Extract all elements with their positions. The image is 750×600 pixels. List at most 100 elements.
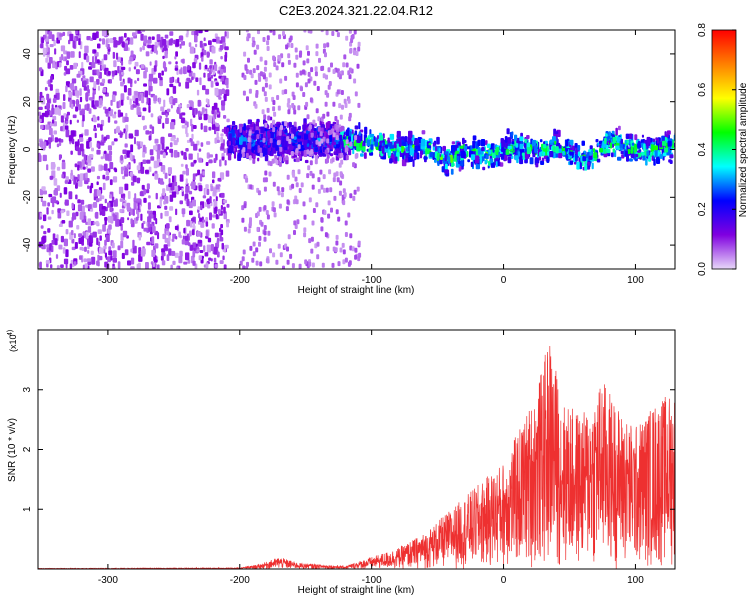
spectrogram-cell [109, 38, 114, 44]
spectrogram-cell [148, 36, 152, 41]
spectrogram-cell [475, 163, 480, 170]
spectrogram-cell [217, 208, 221, 215]
spectrogram-cell [302, 201, 306, 207]
spectrogram-cell [182, 58, 185, 64]
spectrogram-cell [241, 152, 245, 158]
spectrogram-cell [340, 90, 344, 95]
spectrogram-cell [185, 185, 190, 193]
spectrogram-cell [279, 78, 283, 84]
spectrogram-cell [326, 153, 330, 159]
spectrogram-cell [534, 145, 538, 153]
spectrogram-cell [352, 162, 356, 168]
spectrogram-cell [378, 145, 382, 152]
spectrogram-cell [599, 148, 604, 153]
spectrogram-cell [569, 139, 574, 145]
spectrogram-cell [87, 185, 90, 189]
spectrogram-cell [369, 133, 375, 138]
spectrogram-cell [146, 97, 149, 104]
spectrogram-cell [142, 159, 147, 164]
spectrogram-cell [263, 147, 268, 156]
spectrogram-cell [566, 139, 569, 147]
spectrogram-cell [270, 131, 275, 139]
spectrogram-cell [162, 122, 165, 129]
spectrogram-cell [625, 133, 630, 139]
spectrogram-cell [496, 146, 500, 151]
spectrogram-cell [576, 161, 580, 170]
spectrogram-cell [354, 135, 358, 141]
spectrogram-cell [535, 163, 539, 168]
spectrogram-cell [440, 156, 443, 160]
spectrogram-cell [526, 147, 532, 155]
spectrogram-cell [342, 249, 346, 255]
spectrogram-cell [156, 149, 161, 155]
spectrogram-cell [187, 259, 191, 264]
spectrogram-cell [359, 142, 362, 148]
spectrogram-cell [297, 132, 302, 136]
spectrogram-cell [102, 174, 106, 180]
spectrogram-cell [97, 254, 100, 262]
spectrogram-cell [505, 142, 509, 149]
spectrogram-cell [306, 58, 310, 64]
spectrogram-cell [134, 61, 139, 67]
spectrogram-cell [327, 200, 331, 206]
spectrogram-cell [304, 259, 308, 265]
spectrogram-cell [115, 198, 118, 202]
spectrogram-cell [122, 41, 125, 48]
spectrogram-cell [175, 208, 178, 216]
spectrogram-cell [103, 106, 107, 110]
spectrogram-cell [219, 237, 224, 242]
spectrogram-cell [224, 46, 229, 51]
spectrogram-cell [171, 250, 176, 256]
spectrogram-cell [297, 169, 301, 175]
spectrogram-cell [337, 216, 341, 222]
spectrogram-cell [612, 136, 617, 144]
spectrogram-cell [275, 259, 279, 265]
spectrogram-cell [198, 30, 203, 34]
spectrogram-cell [252, 251, 256, 257]
spectrogram-cell [174, 56, 177, 60]
spectrogram-cell [414, 145, 418, 153]
spectrogram-cell [562, 151, 565, 156]
spectrogram-cell [321, 65, 325, 71]
spectrogram-cell [574, 154, 578, 162]
spectrogram-cell [49, 128, 53, 136]
spectrogram-cell [146, 159, 151, 164]
spectrogram-cell [188, 190, 193, 195]
spectrogram-cell [577, 151, 581, 157]
spectrogram-cell [307, 50, 310, 56]
spectrogram-cell [223, 206, 226, 214]
spectrogram-cell [247, 142, 252, 150]
spectrogram-cell [82, 75, 86, 79]
spectrogram-cell [64, 125, 69, 130]
spectrogram-cell [136, 177, 140, 184]
spectrogram-cell [54, 238, 58, 246]
spectrogram-cell [52, 98, 57, 103]
spectrogram-cell [335, 234, 339, 240]
spectrogram-cell [479, 157, 482, 165]
spectrogram-cell [84, 129, 89, 136]
spectrogram-cell [191, 229, 195, 236]
spectrogram-cell [71, 103, 74, 109]
spectrogram-cell [96, 59, 100, 64]
spectrogram-cell [63, 187, 68, 195]
spectrogram-cell [215, 213, 218, 220]
spectrogram-cell [164, 210, 169, 217]
spectrogram-x-ticks: -300 -200 -100 0 100 [98, 30, 644, 286]
spectrogram-cell [216, 132, 219, 139]
spectrogram-cell [292, 126, 296, 135]
spectrogram-cell [263, 230, 267, 236]
spectrogram-cell [172, 233, 177, 239]
spectrogram-cell [191, 199, 196, 207]
spectrogram-cell [51, 34, 55, 42]
spectrogram-cell [211, 46, 216, 54]
spectrogram-cell [350, 134, 353, 143]
spectrogram-cell [349, 193, 353, 199]
spectrogram-cell [272, 100, 276, 105]
spectrogram-cell [166, 254, 170, 261]
spectrogram-cell [339, 180, 343, 186]
spectrogram-cell [485, 140, 488, 146]
spectrogram-cell [195, 30, 199, 37]
spectrogram-cell [101, 78, 106, 84]
spectrogram-cell [121, 66, 126, 70]
spectrogram-cell [256, 65, 260, 71]
